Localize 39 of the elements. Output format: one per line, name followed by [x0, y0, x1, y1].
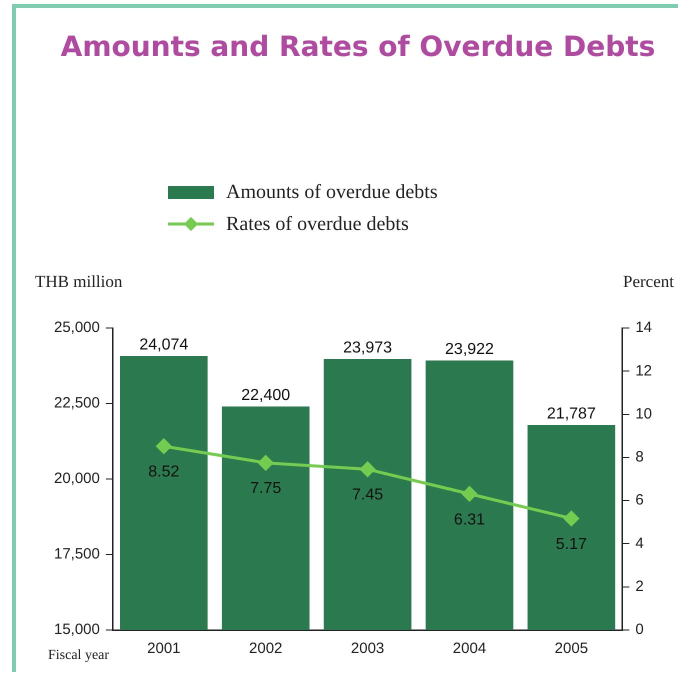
x-axis-title: Fiscal year — [48, 648, 110, 664]
y-axis-title: THB million — [35, 272, 122, 292]
point — [156, 438, 172, 454]
legend-label: Rates of overdue debts — [226, 212, 409, 236]
y-tick-label: 20,000 — [54, 470, 100, 488]
x-tick-label: 2002 — [249, 640, 282, 658]
x-tick-label: 2001 — [147, 640, 181, 658]
data-label: 24,074 — [139, 336, 188, 354]
y2-tick-label: 10 — [635, 405, 652, 422]
y-tick-label: 17,500 — [54, 546, 100, 563]
legend-label: Amounts of overdue debts — [226, 180, 438, 204]
data-label: 7.45 — [352, 486, 384, 504]
chart-title: Amounts and Rates of Overdue Debts — [60, 30, 656, 63]
x-tick-label: 2003 — [350, 640, 384, 658]
point — [462, 486, 477, 502]
y-tick-label: 15,000 — [54, 621, 100, 638]
point — [360, 462, 376, 477]
y2-axis-title: Percent — [623, 272, 674, 292]
y2-tick-label: 8 — [635, 448, 644, 466]
y-tick-label: 22,500 — [54, 394, 100, 412]
x-tick-label: 2005 — [554, 640, 588, 658]
y2-tick-label: 0 — [635, 621, 644, 638]
y-tick-label: 25,000 — [54, 319, 100, 336]
data-label: 8.52 — [148, 464, 180, 481]
data-label: 21,787 — [546, 405, 596, 422]
y2-tick-label: 14 — [635, 319, 652, 336]
data-label: 6.31 — [454, 511, 486, 528]
point — [564, 510, 579, 526]
y2-tick-label: 2 — [635, 578, 644, 595]
x-tick-label: 2004 — [452, 640, 486, 658]
y2-tick-label: 6 — [635, 492, 644, 509]
point — [258, 455, 274, 470]
y2-tick-label: 12 — [635, 362, 652, 380]
data-label: 23,922 — [445, 340, 494, 358]
data-label: 7.75 — [250, 480, 282, 498]
data-label: 5.17 — [556, 536, 588, 553]
y2-tick-label: 4 — [635, 534, 644, 552]
data-label: 22,400 — [241, 386, 290, 404]
data-label: 23,973 — [343, 339, 392, 356]
